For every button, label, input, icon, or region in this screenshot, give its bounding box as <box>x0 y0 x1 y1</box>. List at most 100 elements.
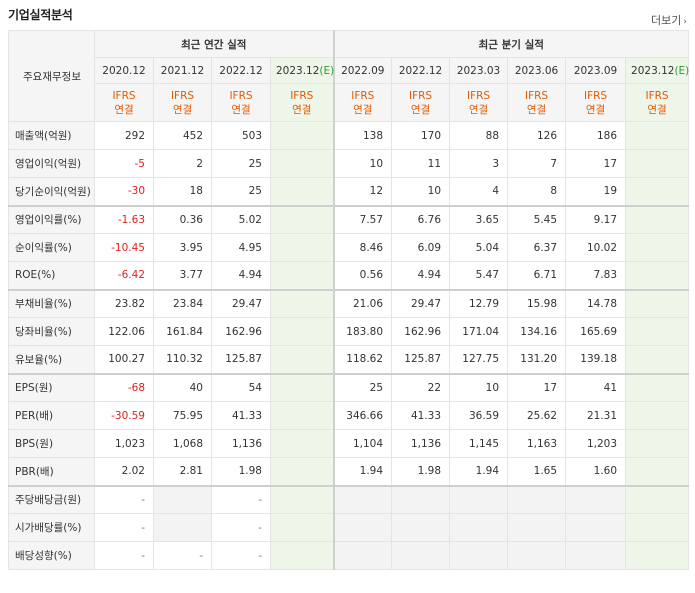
table-cell <box>269 345 335 375</box>
table-cell <box>332 513 393 542</box>
table-cell <box>565 541 627 570</box>
table-cell <box>625 121 690 150</box>
table-cell: 3.77 <box>153 261 212 291</box>
table-cell: 6.09 <box>391 233 451 262</box>
table-cell: 7.83 <box>565 261 627 291</box>
table-cell <box>391 513 451 542</box>
table-cell <box>625 149 690 178</box>
annual-group-header: 최근 연간 실적 <box>93 30 335 58</box>
table-cell: 4.94 <box>211 261 271 291</box>
table-row: PBR(배) 2.02 2.81 1.98 1.94 1.98 1.94 1.65 1.60 <box>8 457 690 487</box>
table-cell: -1.63 <box>94 205 154 234</box>
table-cell: 25.62 <box>507 401 567 430</box>
table-cell: 40 <box>153 373 212 402</box>
table-cell: 41.33 <box>211 401 271 430</box>
table-cell: 4.95 <box>211 233 271 262</box>
table-cell <box>391 541 451 570</box>
chevron-right-icon: › <box>683 17 687 27</box>
table-cell: 2.02 <box>94 457 154 487</box>
period-label: 2023.09 <box>573 64 618 77</box>
basis-header: IFRS 연결 <box>625 83 690 122</box>
table-cell: 162.96 <box>391 317 451 346</box>
basis-standard: IFRS <box>524 89 549 102</box>
table-cell <box>269 205 335 234</box>
basis-scope: 연결 <box>172 103 193 116</box>
table-cell: 110.32 <box>153 345 212 375</box>
table-cell <box>625 177 690 207</box>
table-cell: 1.98 <box>391 457 451 487</box>
table-cell: 165.69 <box>565 317 627 346</box>
table-row: BPS(원) 1,023 1,068 1,136 1,104 1,136 1,145 1,16… <box>8 429 690 458</box>
table-cell: 11 <box>391 149 451 178</box>
table-row: 부채비율(%) 23.82 23.84 29.47 21.06 29.47 12.79 15.… <box>8 289 690 318</box>
table-cell: 25 <box>211 177 271 207</box>
table-cell: 19 <box>565 177 627 207</box>
table-cell <box>269 401 335 430</box>
table-cell: 17 <box>565 149 627 178</box>
table-cell: 5.04 <box>449 233 509 262</box>
table-cell <box>269 317 335 346</box>
table-cell: 18 <box>153 177 212 207</box>
table-row: 당기순이익(억원) -30 18 25 12 10 4 8 19 <box>8 177 690 207</box>
table-cell: 3.95 <box>153 233 212 262</box>
more-link[interactable]: 더보기 › <box>651 12 687 28</box>
table-cell <box>449 541 509 570</box>
table-cell: 100.27 <box>94 345 154 375</box>
row-label: 당좌비율(%) <box>8 317 95 346</box>
table-cell <box>565 513 627 542</box>
row-label: PBR(배) <box>8 457 95 487</box>
table-cell <box>507 513 567 542</box>
quarter-period-header: 2022.12 <box>391 57 451 84</box>
financial-table: 주요재무정보 최근 연간 실적 최근 분기 실적 2020.12 2021.12 2… <box>8 30 689 570</box>
table-cell: 292 <box>94 121 154 150</box>
table-cell: 1,136 <box>211 429 271 458</box>
basis-header: IFRS 연결 <box>391 83 451 122</box>
table-cell: 5.47 <box>449 261 509 291</box>
basis-header: IFRS 연결 <box>565 83 627 122</box>
row-label: 영업이익률(%) <box>8 205 95 234</box>
row-label: 시가배당률(%) <box>8 513 95 542</box>
table-cell: -30 <box>94 177 154 207</box>
table-cell <box>449 513 509 542</box>
table-cell: 5.02 <box>211 205 271 234</box>
table-cell: 186 <box>565 121 627 150</box>
table-cell: 12 <box>332 177 393 207</box>
annual-period-header: 2021.12 <box>153 57 212 84</box>
table-cell: 9.17 <box>565 205 627 234</box>
period-label: 2022.12 <box>398 64 443 77</box>
table-cell: 36.59 <box>449 401 509 430</box>
table-cell: - <box>211 541 271 570</box>
table-cell: 1,203 <box>565 429 627 458</box>
table-cell <box>625 401 690 430</box>
table-cell: 8.46 <box>332 233 393 262</box>
basis-header: IFRS 연결 <box>449 83 509 122</box>
table-cell: 131.20 <box>507 345 567 375</box>
table-cell: 162.96 <box>211 317 271 346</box>
table-cell: 122.06 <box>94 317 154 346</box>
table-cell <box>625 513 690 542</box>
basis-scope: 연결 <box>292 103 312 116</box>
table-cell: 29.47 <box>391 289 451 318</box>
quarter-period-header: 2022.09 <box>332 57 393 84</box>
annual-period-header: 2023.12(E) <box>269 57 334 84</box>
period-label: 2023.06 <box>514 64 559 77</box>
table-cell: 125.87 <box>211 345 271 375</box>
period-header-row: 2020.12 2021.12 2022.12 2023.12(E) 2022.09 20… <box>9 57 689 84</box>
table-row: 시가배당률(%) - - <box>8 513 690 542</box>
table-cell: - <box>94 485 154 514</box>
table-cell: 1.94 <box>332 457 393 487</box>
table-row: 순이익률(%) -10.45 3.95 4.95 8.46 6.09 5.04 6.37 10.… <box>8 233 690 262</box>
table-cell: - <box>211 485 271 514</box>
table-cell: 14.78 <box>565 289 627 318</box>
table-cell: 1.94 <box>449 457 509 487</box>
table-cell: 23.82 <box>94 289 154 318</box>
table-cell: 1,163 <box>507 429 567 458</box>
table-cell: 171.04 <box>449 317 509 346</box>
table-row: EPS(원) -68 40 54 25 22 10 17 41 <box>8 373 690 402</box>
table-cell: 1,023 <box>94 429 154 458</box>
annual-period-header: 2020.12 <box>94 57 154 84</box>
row-label: 당기순이익(억원) <box>8 177 95 207</box>
table-cell: 3 <box>449 149 509 178</box>
table-cell <box>625 261 690 291</box>
table-cell: 75.95 <box>153 401 212 430</box>
